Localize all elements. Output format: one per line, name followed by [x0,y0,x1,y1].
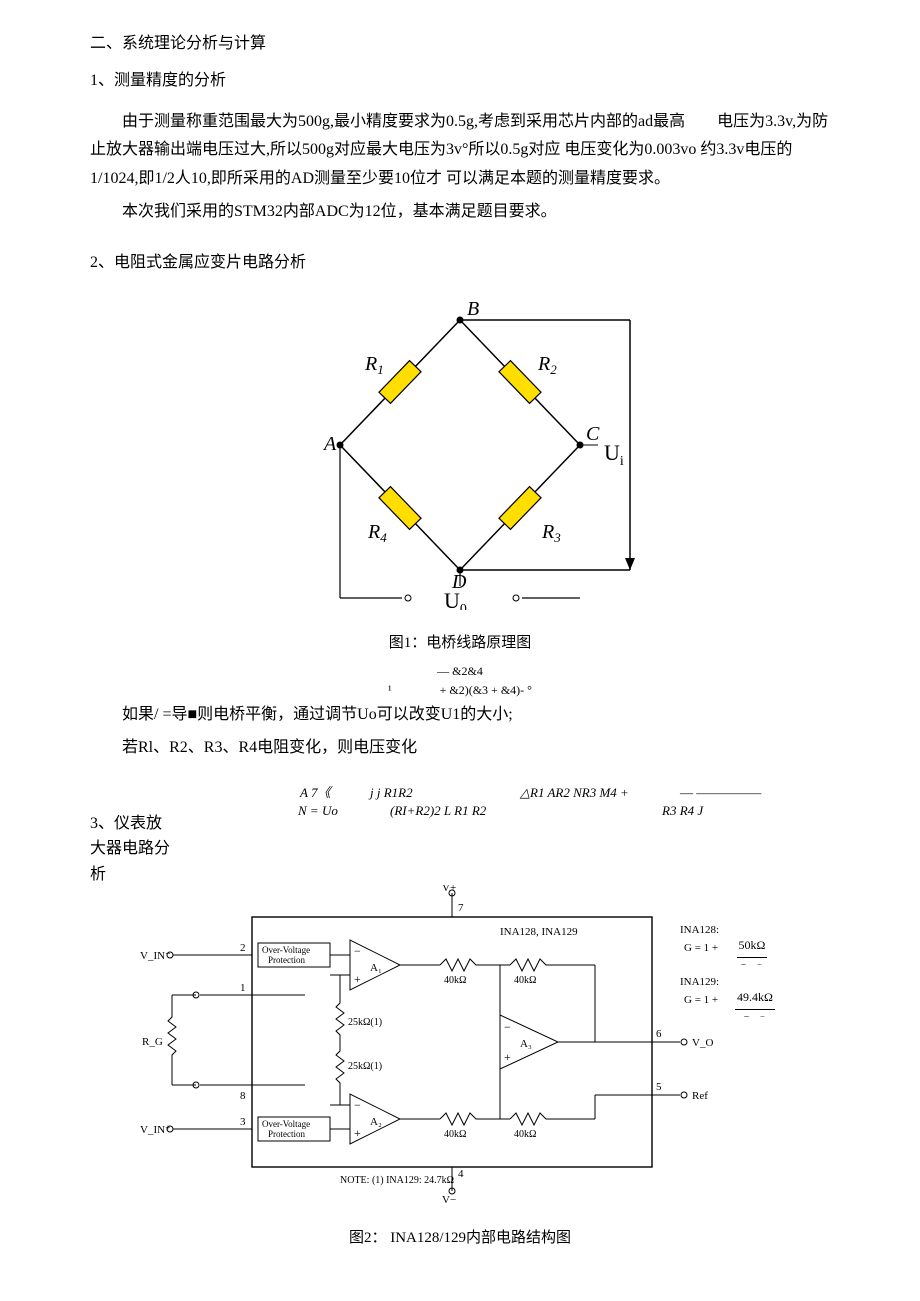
ovp1-label: Over-Voltage [262,945,310,955]
s2-para-4: 若Rl、R2、R3、R4电阻变化，则电压变化 [90,734,830,763]
g128-den: R_G [737,957,768,964]
svg-text:40kΩ: 40kΩ [444,975,466,986]
svg-text:−: − [504,1020,511,1034]
ina129-label: INA129: [680,976,719,988]
formula-t7: R3 R4 J [662,799,703,822]
formula-t3: △R1 AR2 NR3 M4 + [520,781,629,804]
subsection-1-heading: 1、测量精度的分析 [90,67,830,96]
r4-label: R4 [367,521,387,545]
r40k-1: 40kΩ [440,959,490,986]
pin3-label: 3 [240,1116,246,1128]
ref-label: Ref [692,1090,708,1102]
r2-label: R2 [537,353,557,377]
svg-text:40kΩ: 40kΩ [514,1129,536,1140]
formula-t5: N = Uo [298,799,338,822]
svg-text:+: + [354,972,361,986]
svg-text:−: − [354,1098,361,1112]
formula-small-2: ¹ + &2)(&3 + &4)- ° [90,682,830,699]
g129-num: 49.4kΩ [735,987,775,1010]
r25k-bot: 25kΩ(1) [336,1042,382,1105]
pin2-label: 2 [240,942,246,954]
subsection-1: 1、测量精度的分析 [90,67,830,96]
formula-t6: (RI+R2)2 L R1 R2 [390,799,486,822]
svg-text:40kΩ: 40kΩ [444,1129,466,1140]
a1-label: A₁ [370,962,382,974]
r3-label: R3 [541,521,561,545]
ina128-label: INA128: [680,924,719,936]
s1-para-2: 本次我们采用的STM32内部ADC为12位，基本满足题目要求。 [90,198,830,227]
formula-small-1: — &2&4 [90,663,830,680]
figure-1-caption: 图1：电桥线路原理图 [90,630,830,657]
a3-label: A₃ [520,1038,532,1050]
ui-label: Ui [604,440,624,469]
rg-label: R_G [142,1036,163,1048]
vminus-label: V− [442,1194,456,1205]
svg-text:Protection: Protection [268,1129,305,1139]
pin8-label: 8 [240,1090,246,1102]
svg-text:+: + [504,1050,511,1064]
formula-block: 3、仪表放大器电路分析 A 7《 j j R1R2 △R1 AR2 NR3 M4… [90,781,830,841]
svg-text:Protection: Protection [268,955,305,965]
svg-text:G = 1 +: G = 1 + [684,942,718,954]
pin4-label: 4 [458,1168,464,1180]
svg-text:25kΩ(1): 25kΩ(1) [348,1017,382,1028]
s2-para-3: 如果/ =导■则电桥平衡，通过调节Uo可以改变U1的大小; [90,701,830,730]
svg-text:G = 1 +: G = 1 + [684,994,718,1006]
vinminus-label: V_IN⁻ [140,950,171,962]
ovp2-label: Over-Voltage [262,1119,310,1129]
svg-text:40kΩ: 40kΩ [514,975,536,986]
section-title: 二、系统理论分析与计算 [90,30,830,59]
a2-label: A₂ [370,1116,382,1128]
ina-diagram: V+ 7 4 V− V_IN⁻ 2 V_IN⁺ 3 Over-Voltage P… [140,885,780,1205]
chips-label: INA128, INA129 [500,926,578,938]
bridge-diagram: A B C D R1 R2 R3 R4 Ui U0 [280,290,640,610]
subsection-2-heading: 2、电阻式金属应变片电路分析 [90,249,830,278]
r40k-2: 40kΩ [510,959,560,986]
svg-text:−: − [354,944,361,958]
pin6-label: 6 [656,1028,662,1040]
subsection-3-heading: 3、仪表放大器电路分析 [90,811,170,888]
pin1-label: 1 [240,982,246,994]
vinplus-label: V_IN⁺ [140,1124,171,1136]
r40k-4: 40kΩ [510,1113,560,1140]
subsection-2: 2、电阻式金属应变片电路分析 [90,249,830,278]
node-a-label: A [322,433,337,455]
r1-label: R1 [364,353,384,377]
svg-text:25kΩ(1): 25kΩ(1) [348,1061,382,1072]
pin5-label: 5 [656,1081,662,1093]
g128-num: 50kΩ [737,935,768,958]
node-c-label: C [586,423,600,445]
vplus-label: V+ [442,885,456,894]
g129-den: R_G [735,1009,775,1016]
r40k-3: 40kΩ [440,1113,490,1140]
figure-1: A B C D R1 R2 R3 R4 Ui U0 [90,290,830,621]
svg-text:+: + [354,1126,361,1140]
note-label: NOTE: (1) INA129: 24.7kΩ [340,1175,454,1186]
figure-2-caption: 图2： INA128/129内部电路结构图 [90,1225,830,1252]
figure-2: V+ 7 4 V− V_IN⁻ 2 V_IN⁺ 3 Over-Voltage P… [90,885,830,1216]
pin7-label: 7 [458,902,464,914]
node-b-label: B [467,298,479,320]
vo-label: V_O [692,1037,713,1049]
s1-para-1: 由于测量称重范围最大为500g,最小精度要求为0.5g,考虑到采用芯片内部的ad… [90,108,830,194]
